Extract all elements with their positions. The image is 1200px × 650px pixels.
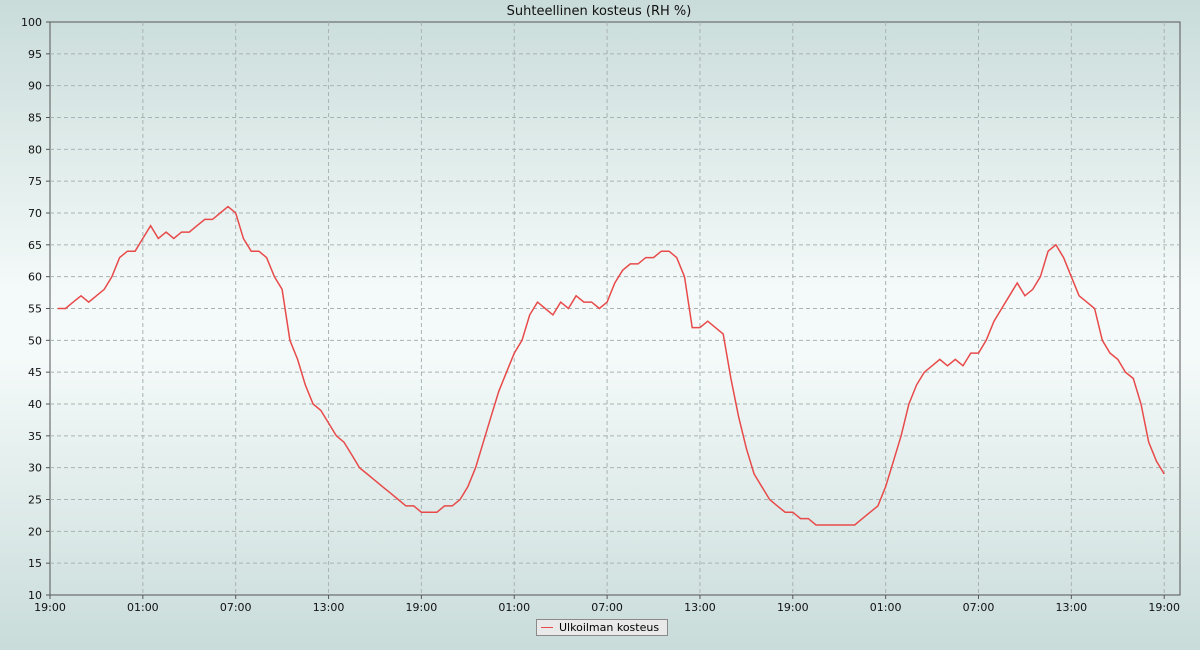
y-tick-label: 65 [28,239,42,252]
x-tick-label: 01:00 [127,601,159,614]
y-tick-label: 95 [28,48,42,61]
y-tick-label: 80 [28,143,42,156]
y-tick-label: 90 [28,80,42,93]
x-tick-label: 01:00 [870,601,902,614]
y-tick-label: 85 [28,112,42,125]
y-tick-label: 10 [28,589,42,602]
x-tick-label: 07:00 [591,601,623,614]
legend-label: Ulkoilman kosteus [559,621,660,634]
x-tick-label: 13:00 [313,601,345,614]
y-tick-label: 15 [28,557,42,570]
y-tick-label: 70 [28,207,42,220]
y-tick-label: 30 [28,462,42,475]
x-axis-ticks: 19:00 01:00 07:00 13:00 19:00 01:00 07:00 13:00… [34,595,1180,614]
legend: Ulkoilman kosteus [536,619,669,636]
y-tick-label: 25 [28,494,42,507]
series-line-ulkoilman-kosteus [57,205,1165,526]
y-tick-label: 55 [28,303,42,316]
grid-lines [50,22,1180,595]
series-layer [57,205,1165,526]
y-tick-label: 100 [21,16,42,29]
y-tick-label: 45 [28,366,42,379]
legend-swatch [541,627,553,628]
x-tick-label: 07:00 [220,601,252,614]
x-tick-label: 19:00 [34,601,66,614]
y-tick-label: 75 [28,175,42,188]
y-tick-label: 60 [28,271,42,284]
x-tick-label: 01:00 [498,601,530,614]
x-tick-label: 13:00 [684,601,716,614]
y-tick-label: 20 [28,525,42,538]
x-tick-label: 07:00 [963,601,995,614]
y-tick-label: 40 [28,398,42,411]
x-tick-label: 19:00 [406,601,438,614]
x-tick-label: 13:00 [1055,601,1087,614]
y-tick-label: 50 [28,334,42,347]
x-tick-label: 19:00 [1148,601,1180,614]
y-axis-ticks: 10 15 20 25 30 35 40 45 50 55 60 65 70 75 80 85 90 95 100 [21,16,50,602]
x-tick-label: 19:00 [777,601,809,614]
chart-title: Suhteellinen kosteus (RH %) [507,4,692,19]
y-tick-label: 35 [28,430,42,443]
